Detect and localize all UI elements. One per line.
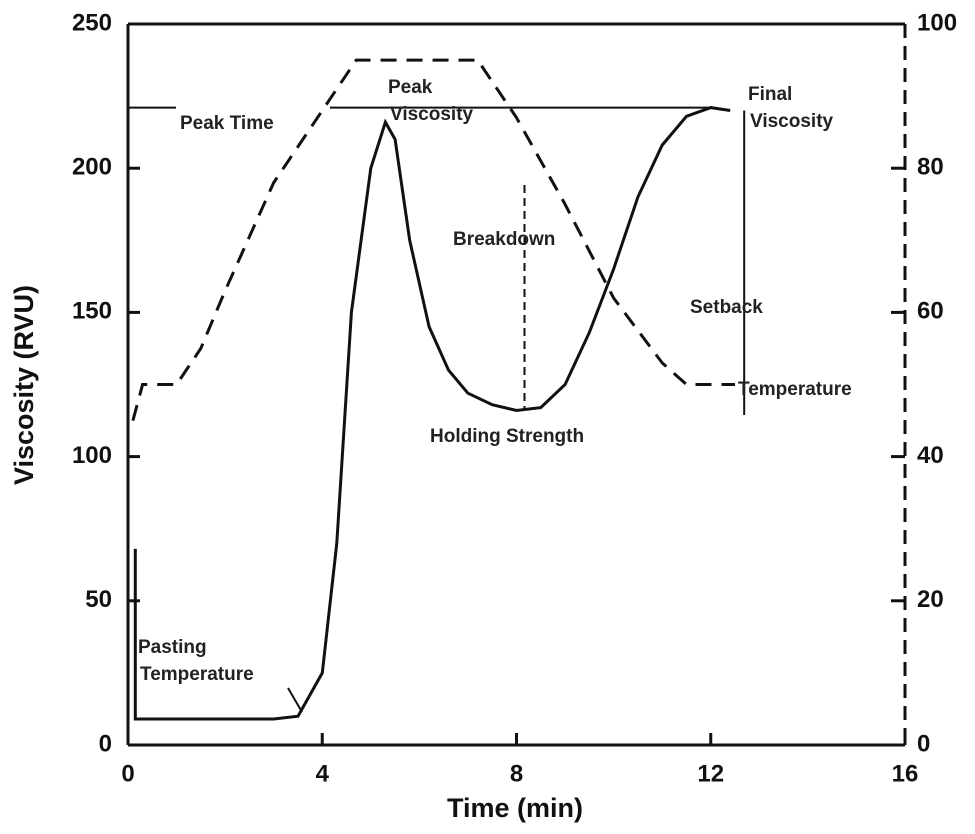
annotation: Peak Time	[180, 113, 274, 134]
annotation: Viscosity	[750, 111, 834, 132]
annotation: Final	[748, 84, 792, 105]
annotation: Viscosity	[390, 104, 474, 125]
y2-tick-label: 0	[917, 730, 930, 757]
chart: Time (min) Viscosity (RVU) 0501001502002…	[0, 0, 975, 834]
viscosity-line	[135, 108, 730, 719]
annotation: Pasting	[138, 637, 207, 658]
annotation: Breakdown	[453, 229, 555, 250]
pasting-pointer	[288, 688, 302, 712]
x-tick-label: 16	[892, 760, 919, 787]
annotation: Peak	[388, 77, 433, 98]
y2-tick-label: 80	[917, 154, 944, 181]
annotation: Temperature	[738, 379, 852, 400]
annotation: Setback	[690, 297, 763, 318]
y2-tick-label: 20	[917, 586, 944, 613]
annotation: Holding Strength	[430, 426, 584, 447]
y-tick-label: 200	[72, 154, 112, 181]
y-tick-label: 0	[99, 730, 112, 757]
y-tick-label: 50	[85, 586, 112, 613]
x-tick-label: 8	[510, 760, 523, 787]
x-tick-label: 12	[697, 760, 724, 787]
y2-tick-label: 40	[917, 442, 944, 469]
y2-tick-label: 100	[917, 9, 957, 36]
x-tick-label: 0	[121, 760, 134, 787]
x-tick-label: 4	[316, 760, 330, 787]
y-tick-label: 100	[72, 442, 112, 469]
annotation: Temperature	[140, 664, 254, 685]
y-tick-label: 250	[72, 9, 112, 36]
y-axis-title: Viscosity (RVU)	[9, 285, 39, 485]
y2-tick-label: 60	[917, 298, 944, 325]
y-tick-label: 150	[72, 298, 112, 325]
x-axis-title: Time (min)	[447, 793, 583, 823]
